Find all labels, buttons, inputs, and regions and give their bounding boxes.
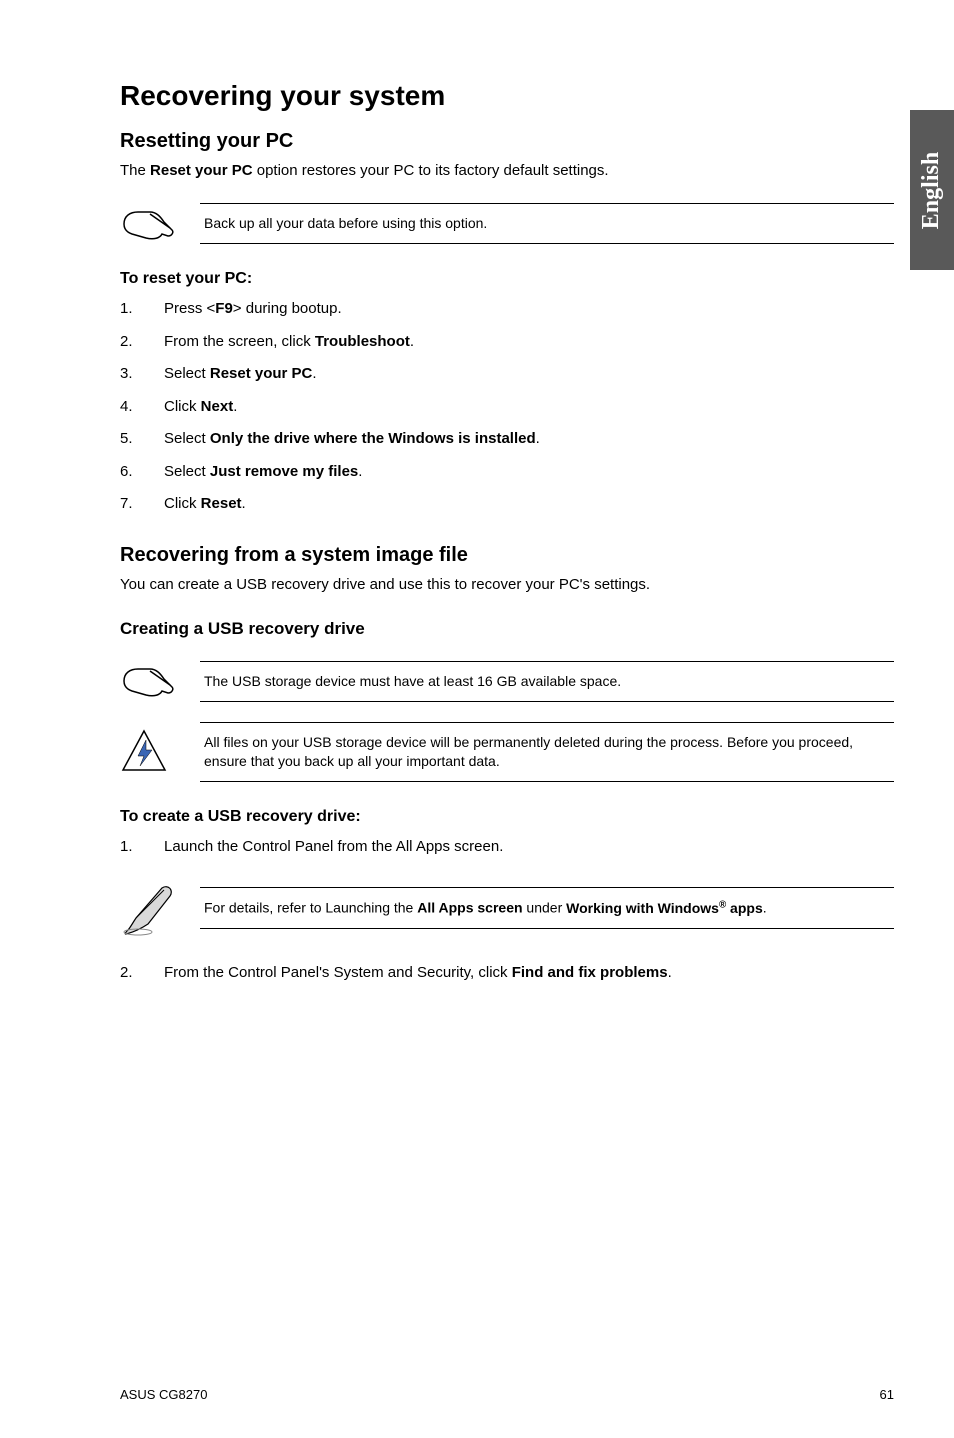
list-item: 1.Press <F9> during bootup. <box>120 298 894 321</box>
step-text: Select Reset your PC. <box>164 363 894 386</box>
step-num: 4. <box>120 396 164 419</box>
note-usb-space: The USB storage device must have at leas… <box>120 661 894 702</box>
reset-intro-pre: The <box>120 162 150 179</box>
hand-point-icon <box>120 204 200 244</box>
step-num: 2. <box>120 331 164 354</box>
image-heading: Recovering from a system image file <box>120 544 894 567</box>
reset-steps-heading: To reset your PC: <box>120 270 894 288</box>
step-num: 7. <box>120 493 164 516</box>
list-item: 6.Select Just remove my files. <box>120 461 894 484</box>
reset-intro: The Reset your PC option restores your P… <box>120 161 894 181</box>
page-footer: ASUS CG8270 61 <box>120 1387 894 1402</box>
hand-point-icon <box>120 661 200 701</box>
image-intro: You can create a USB recovery drive and … <box>120 575 894 595</box>
pencil-note-icon <box>120 880 200 936</box>
language-tab-label: English <box>919 151 946 228</box>
language-tab: English <box>910 110 954 270</box>
note-backup-text: Back up all your data before using this … <box>200 203 894 244</box>
note-usb-space-text: The USB storage device must have at leas… <box>200 661 894 702</box>
footer-right: 61 <box>880 1387 894 1402</box>
step-text: Click Next. <box>164 396 894 419</box>
reset-steps-list: 1.Press <F9> during bootup. 2.From the s… <box>120 298 894 516</box>
reset-heading: Resetting your PC <box>120 130 894 153</box>
note-details: For details, refer to Launching the All … <box>120 880 894 936</box>
list-item: 1.Launch the Control Panel from the All … <box>120 836 894 859</box>
reset-intro-post: option restores your PC to its factory d… <box>253 162 609 179</box>
list-item: 3.Select Reset your PC. <box>120 363 894 386</box>
usb-steps-heading: To create a USB recovery drive: <box>120 808 894 826</box>
page-root: English Recovering your system Resetting… <box>0 0 954 1438</box>
usb-sub-heading: Creating a USB recovery drive <box>120 619 894 639</box>
step-text: From the screen, click Troubleshoot. <box>164 331 894 354</box>
note-usb-warn-text: All files on your USB storage device wil… <box>200 722 894 782</box>
lightning-warning-icon <box>120 728 200 776</box>
step-num: 1. <box>120 836 164 859</box>
note-backup: Back up all your data before using this … <box>120 203 894 244</box>
footer-left: ASUS CG8270 <box>120 1387 207 1402</box>
step-text: From the Control Panel's System and Secu… <box>164 962 894 985</box>
note-details-text: For details, refer to Launching the All … <box>200 887 894 929</box>
step-text: Select Only the drive where the Windows … <box>164 428 894 451</box>
list-item: 2.From the Control Panel's System and Se… <box>120 962 894 985</box>
step-text: Click Reset. <box>164 493 894 516</box>
step-num: 3. <box>120 363 164 386</box>
reset-intro-bold: Reset your PC <box>150 162 253 179</box>
note-usb-warn: All files on your USB storage device wil… <box>120 722 894 782</box>
step-num: 5. <box>120 428 164 451</box>
list-item: 7.Click Reset. <box>120 493 894 516</box>
step-num: 1. <box>120 298 164 321</box>
step-text: Launch the Control Panel from the All Ap… <box>164 836 894 859</box>
step-text: Press <F9> during bootup. <box>164 298 894 321</box>
step-num: 6. <box>120 461 164 484</box>
list-item: 5.Select Only the drive where the Window… <box>120 428 894 451</box>
usb-steps-list-1: 1.Launch the Control Panel from the All … <box>120 836 894 859</box>
list-item: 4.Click Next. <box>120 396 894 419</box>
step-num: 2. <box>120 962 164 985</box>
usb-steps-list-2: 2.From the Control Panel's System and Se… <box>120 962 894 985</box>
page-title: Recovering your system <box>120 80 894 112</box>
list-item: 2.From the screen, click Troubleshoot. <box>120 331 894 354</box>
step-text: Select Just remove my files. <box>164 461 894 484</box>
